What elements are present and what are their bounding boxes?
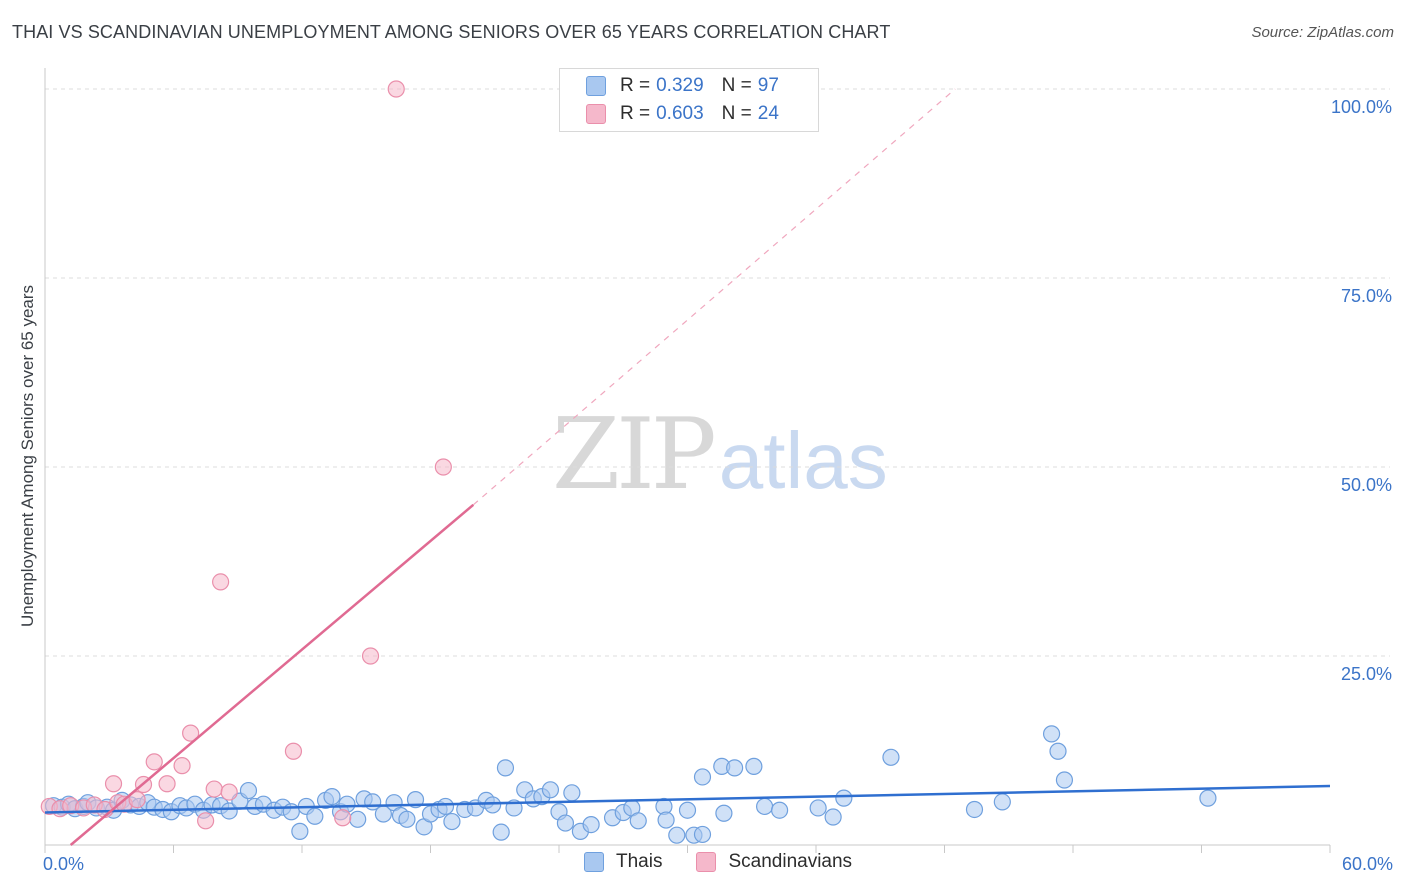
point-thais: [556, 814, 575, 832]
point-scandinavians: [197, 812, 215, 830]
point-scandinavians: [182, 724, 200, 742]
point-thais: [629, 812, 647, 830]
point-thais: [824, 808, 842, 826]
x-tick-label: 60.0%: [1342, 854, 1393, 874]
y-tick-label: 75.0%: [1341, 286, 1392, 306]
point-thais: [306, 807, 324, 825]
watermark-zip: ZIP: [552, 398, 717, 512]
point-scandinavians: [145, 753, 163, 771]
point-thais: [715, 804, 733, 822]
series-legend-item-scandinavians: Scandinavians: [696, 851, 852, 873]
point-thais: [745, 757, 763, 775]
point-thais: [582, 815, 600, 834]
watermark: ZIPatlas: [552, 398, 888, 512]
point-thais: [657, 811, 675, 829]
point-thais: [965, 800, 984, 819]
point-thais: [220, 802, 238, 820]
point-thais: [443, 812, 461, 831]
point-thais: [239, 781, 258, 800]
legend-swatch-thais: [586, 76, 606, 96]
series-swatch-thais: [584, 852, 604, 872]
point-thais: [755, 797, 774, 816]
point-scandinavians: [334, 809, 352, 827]
x-tick-label: 0.0%: [43, 854, 84, 874]
series-legend-item-thais: Thais: [584, 851, 662, 873]
y-tick-label: 100.0%: [1331, 97, 1392, 117]
legend-n-value: 97: [757, 75, 779, 96]
legend-swatch-scandinavians: [586, 104, 606, 124]
point-thais: [291, 822, 309, 840]
series-legend: Thais Scandinavians: [584, 851, 886, 873]
point-scandinavians: [361, 647, 380, 665]
point-thais: [726, 759, 744, 777]
series-swatch-scandinavians: [696, 852, 717, 872]
point-thais: [668, 826, 686, 844]
legend-r-label: R =: [620, 75, 651, 96]
point-thais: [693, 768, 712, 786]
point-thais: [484, 796, 502, 814]
point-thais: [1042, 725, 1061, 743]
series-label-thais: Thais: [616, 851, 663, 872]
point-thais: [1055, 771, 1074, 789]
point-scandinavians: [434, 458, 452, 476]
point-scandinavians: [387, 80, 405, 98]
point-thais: [398, 810, 416, 828]
legend-r-value: 0.603: [656, 103, 704, 124]
legend-row-scandinavians: R = 0.603 N = 24: [586, 101, 779, 127]
trend-line-scandinavians: [69, 503, 475, 846]
point-thais: [693, 825, 712, 844]
point-thais: [1199, 789, 1217, 807]
point-thais: [436, 797, 455, 816]
y-tick-label: 25.0%: [1341, 664, 1392, 684]
legend-r-label: R =: [620, 103, 651, 124]
legend-r-value: 0.329: [656, 75, 704, 96]
trend-line-thais: [44, 784, 1331, 814]
point-thais: [1049, 742, 1067, 760]
point-thais: [323, 788, 341, 806]
point-scandinavians: [104, 775, 123, 793]
legend-n-value: 24: [757, 103, 779, 124]
point-thais: [770, 801, 789, 819]
point-thais: [563, 784, 581, 802]
point-thais: [496, 759, 515, 777]
point-scandinavians: [158, 775, 176, 793]
y-tick-label: 50.0%: [1341, 475, 1392, 495]
point-thais: [349, 810, 367, 828]
correlation-legend: R = 0.329 N = 97 R = 0.603 N = 24: [559, 68, 819, 132]
point-scandinavians: [220, 783, 238, 801]
legend-n-label: N =: [721, 103, 752, 124]
point-thais: [492, 823, 510, 841]
point-thais: [993, 793, 1011, 811]
point-thais: [541, 781, 560, 799]
legend-row-thais: R = 0.329 N = 97: [586, 73, 779, 99]
chart-title: THAI VS SCANDINAVIAN UNEMPLOYMENT AMONG …: [12, 22, 891, 42]
point-scandinavians: [128, 791, 146, 809]
point-thais: [809, 799, 827, 817]
point-scandinavians: [284, 742, 303, 760]
legend-n-label: N =: [721, 75, 752, 96]
series-label-scandinavians: Scandinavians: [728, 851, 853, 872]
point-thais: [835, 789, 853, 807]
source-note: Source: ZipAtlas.com: [1251, 24, 1394, 41]
point-thais: [678, 801, 697, 819]
trend-line-scandinavians-extension: [472, 88, 956, 506]
point-scandinavians: [173, 757, 191, 775]
point-thais: [882, 748, 900, 766]
watermark-atlas: atlas: [718, 416, 888, 505]
point-scandinavians: [212, 573, 230, 591]
point-scandinavians: [205, 780, 223, 798]
